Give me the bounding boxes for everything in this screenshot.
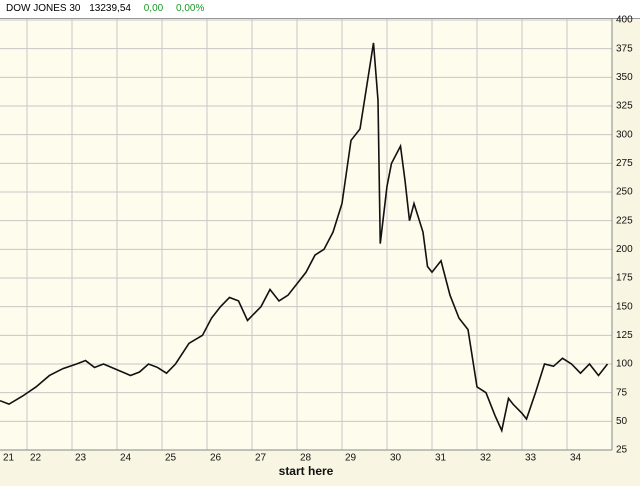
- y-tick-label: 50: [616, 416, 628, 427]
- x-tick-label: 34: [570, 453, 582, 464]
- x-tick-label: 24: [120, 453, 132, 464]
- x-tick-label: 28: [300, 453, 312, 464]
- plot-area: [0, 19, 612, 450]
- y-tick-label: 300: [616, 129, 633, 140]
- index-value: 13239,54: [89, 3, 131, 14]
- change-pct: 0,00%: [176, 3, 205, 14]
- y-tick-label: 25: [616, 445, 628, 456]
- x-tick-label: 26: [210, 453, 222, 464]
- x-tick-label: 23: [75, 453, 87, 464]
- y-tick-label: 225: [616, 215, 633, 226]
- y-tick-label: 275: [616, 158, 633, 169]
- header: DOW JONES 30 13239,54 0,00 0,00%: [0, 0, 640, 19]
- y-tick-label: 375: [616, 43, 633, 54]
- x-tick-label: 30: [390, 453, 402, 464]
- x-tick-label: 32: [480, 453, 492, 464]
- y-tick-label: 325: [616, 101, 633, 112]
- y-tick-label: 125: [616, 330, 633, 341]
- x-tick-label: 31: [435, 453, 447, 464]
- x-tick-label: 21: [3, 453, 15, 464]
- y-tick-label: 175: [616, 273, 633, 284]
- y-tick-label: 75: [616, 387, 628, 398]
- x-tick-label: 25: [165, 453, 177, 464]
- x-tick-label: 29: [345, 453, 357, 464]
- y-tick-label: 400: [616, 15, 633, 26]
- y-tick-label: 350: [616, 72, 633, 83]
- y-tick-label: 200: [616, 244, 633, 255]
- x-tick-label: 27: [255, 453, 267, 464]
- index-name: DOW JONES 30: [6, 3, 81, 14]
- x-tick-label: 33: [525, 453, 537, 464]
- x-axis-label: start here: [279, 464, 334, 478]
- change: 0,00: [143, 3, 164, 14]
- y-tick-label: 100: [616, 359, 633, 370]
- x-tick-label: 22: [30, 453, 42, 464]
- price-line: [0, 42, 609, 434]
- y-tick-label: 250: [616, 187, 633, 198]
- y-tick-label: 150: [616, 301, 633, 312]
